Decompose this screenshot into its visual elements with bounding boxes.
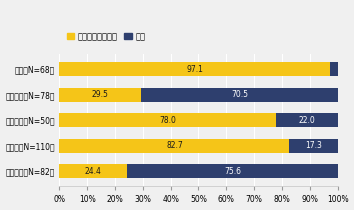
Bar (59, 113, 276, 127)
Bar (59, 139, 290, 153)
Text: 17.3: 17.3 (305, 141, 322, 150)
Text: 82.7: 82.7 (166, 141, 183, 150)
Bar (59, 62, 330, 76)
Text: 75.6: 75.6 (224, 167, 241, 176)
Text: 78.0: 78.0 (159, 116, 176, 125)
Text: 97.1: 97.1 (186, 64, 203, 74)
Bar (59, 88, 142, 102)
Bar (330, 62, 338, 76)
Text: 24.4: 24.4 (85, 167, 102, 176)
Bar (59, 164, 127, 178)
Legend: ステークホルダー, 株主: ステークホルダー, 株主 (63, 29, 149, 44)
Bar (142, 88, 338, 102)
Bar (127, 164, 338, 178)
Bar (276, 113, 338, 127)
Text: 29.5: 29.5 (92, 90, 109, 99)
Text: 22.0: 22.0 (299, 116, 315, 125)
Text: 70.5: 70.5 (231, 90, 248, 99)
Bar (290, 139, 338, 153)
